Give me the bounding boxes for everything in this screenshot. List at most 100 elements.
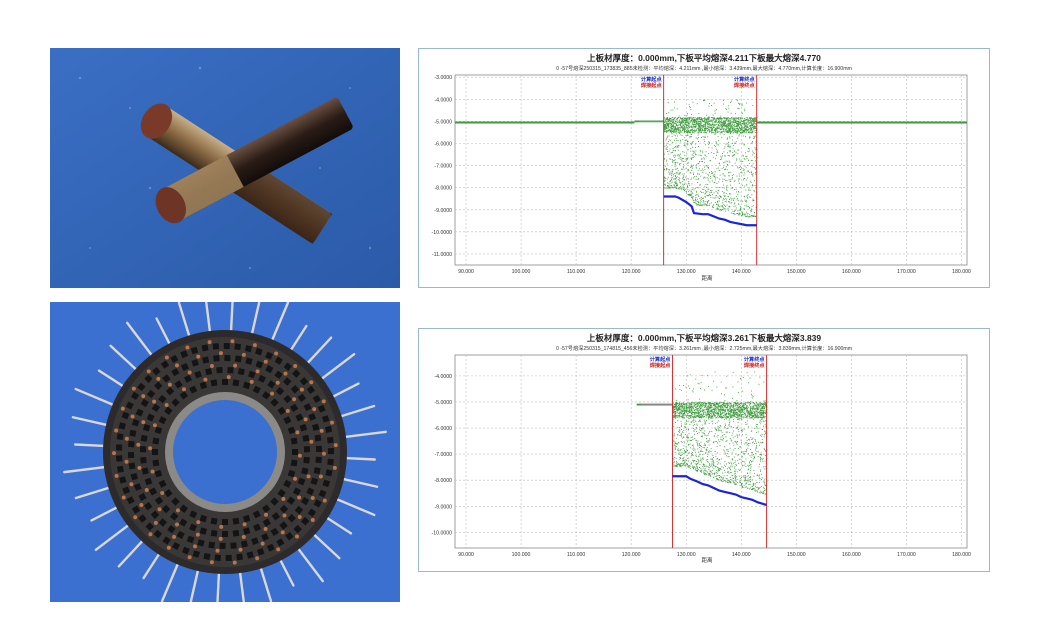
chart-1-scatter-point	[666, 118, 667, 119]
chart-2-ytick: -8.0000	[434, 478, 452, 484]
chart-2-scatter-point	[760, 479, 762, 480]
chart-1-scatter-point	[676, 167, 678, 169]
chart-1-scatter-point	[691, 128, 693, 130]
chart-2-scatter-point	[674, 405, 676, 407]
chart-1-scatter-point	[742, 135, 744, 137]
chart-1-scatter-point	[687, 148, 689, 150]
chart-1-scatter-point	[741, 129, 743, 131]
chart-2-scatter-point	[721, 458, 723, 460]
chart-1-scatter-point	[733, 118, 735, 120]
chart-1-scatter-point	[680, 159, 682, 161]
chart-2-scatter-point	[728, 403, 730, 405]
chart-1-scatter-point	[679, 122, 681, 123]
chart-2-scatter-point	[757, 456, 759, 457]
chart-2-scatter-point	[752, 479, 753, 481]
chart-1-scatter-point	[736, 131, 738, 132]
chart-1-scatter-point	[752, 125, 754, 126]
chart-2-scatter-point	[691, 402, 692, 404]
chart-2-scatter-point	[705, 453, 707, 454]
chart-1-scatter-point	[755, 121, 757, 122]
chart-1-scatter-point	[705, 196, 707, 198]
chart-1-scatter-point	[748, 120, 750, 122]
chart-2-scatter-point	[704, 404, 706, 406]
pin	[160, 559, 181, 602]
chart-2-scatter-point	[711, 470, 713, 471]
chart-2-scatter-point	[715, 456, 717, 458]
chart-2-scatter-point	[724, 469, 726, 471]
chart-1-scatter-point	[674, 166, 676, 168]
chart-1-scatter-point	[699, 117, 701, 119]
chart-2-scatter-point	[754, 456, 756, 458]
chart-2-scatter-point	[734, 415, 735, 417]
chart-1-scatter-point	[682, 173, 684, 175]
chart-2-scatter-point	[743, 416, 745, 418]
chart-1-scatter-point	[675, 128, 677, 129]
plate-slot	[303, 403, 312, 412]
chart-2-scatter-point	[754, 411, 755, 413]
chart-2-scatter-point	[674, 416, 676, 418]
chart-2-scatter-point	[708, 466, 710, 468]
chart-2-scatter-point	[730, 465, 732, 467]
chart-2-scatter-point	[739, 405, 741, 407]
chart-2-scatter-point	[745, 479, 747, 481]
chart-2-scatter-point	[686, 423, 688, 425]
chart-2-scatter-point	[687, 410, 689, 412]
chart-2-scatter-point	[742, 416, 744, 418]
chart-1-scatter-point	[715, 197, 717, 199]
chart-1-scatter-point	[666, 178, 668, 180]
chart-1-scatter-point	[719, 133, 721, 135]
chart-2-scatter-point	[744, 407, 746, 409]
chart-1-scatter-point	[730, 131, 732, 133]
chart-1-scatter-point	[755, 161, 757, 163]
chart-1-scatter-point	[668, 112, 670, 114]
chart-1-scatter-point	[691, 195, 693, 197]
chart-1-scatter-point	[722, 180, 724, 182]
chart-1-scatter-point	[715, 121, 717, 123]
chart-1-scatter-point	[720, 132, 722, 133]
chart-2-scatter-point	[713, 403, 715, 405]
chart-1-scatter-point	[740, 118, 742, 120]
chart-1-scatter-point	[754, 132, 756, 133]
chart-1-scatter-point	[666, 125, 667, 127]
chart-1-scatter-point	[746, 126, 748, 128]
chart-1-scatter-point	[680, 163, 682, 164]
chart-1-scatter-point	[727, 207, 729, 209]
chart-1-scatter-point	[676, 108, 678, 110]
chart-1-scatter-point	[716, 126, 718, 128]
plate-dot	[249, 379, 254, 384]
plate-dot	[292, 397, 297, 402]
plate-dot	[187, 370, 192, 375]
chart-2-scatter-point	[704, 473, 706, 475]
chart-2-ytick: -10.0000	[432, 530, 453, 536]
chart-1-scatter-point	[755, 215, 757, 217]
chart-2-scatter-point	[722, 434, 724, 436]
chart-1-scatter-point	[695, 125, 697, 127]
chart-1-scatter-point	[728, 201, 730, 202]
chart-2-scatter-point	[675, 446, 677, 448]
chart-2-scatter-point	[729, 425, 731, 427]
chart-2-scatter-point	[752, 406, 754, 408]
chart-1-scatter-point	[728, 122, 730, 124]
chart-1-scatter-point	[750, 125, 752, 126]
chart-1-scatter-point	[698, 137, 699, 139]
chart-2-scatter-point	[754, 404, 756, 406]
chart-2-scatter-point	[683, 406, 685, 408]
chart-2-scatter-point	[675, 414, 677, 416]
chart-2-scatter-point	[714, 428, 716, 430]
chart-2-scatter-point	[749, 480, 751, 482]
chart-1-scatter-point	[745, 155, 747, 157]
chart-2-scatter-point	[727, 479, 729, 481]
chart-1-scatter-point	[716, 151, 718, 153]
chart-2-scatter-point	[695, 420, 697, 422]
chart-1-scatter-point	[723, 129, 725, 131]
chart-1-scatter-point	[726, 109, 728, 111]
chart-1-scatter-point	[701, 128, 703, 130]
chart-1-scatter-point	[708, 141, 709, 143]
chart-2-scatter-point	[673, 465, 675, 467]
chart-1-scatter-point	[693, 202, 695, 204]
chart-1-scatter-point	[696, 182, 698, 184]
chart-2-xtick: 180.000	[952, 552, 971, 558]
chart-1-scatter-point	[681, 159, 683, 161]
chart-2-scatter-point	[755, 447, 757, 449]
chart-2-scatter-point	[728, 414, 730, 415]
